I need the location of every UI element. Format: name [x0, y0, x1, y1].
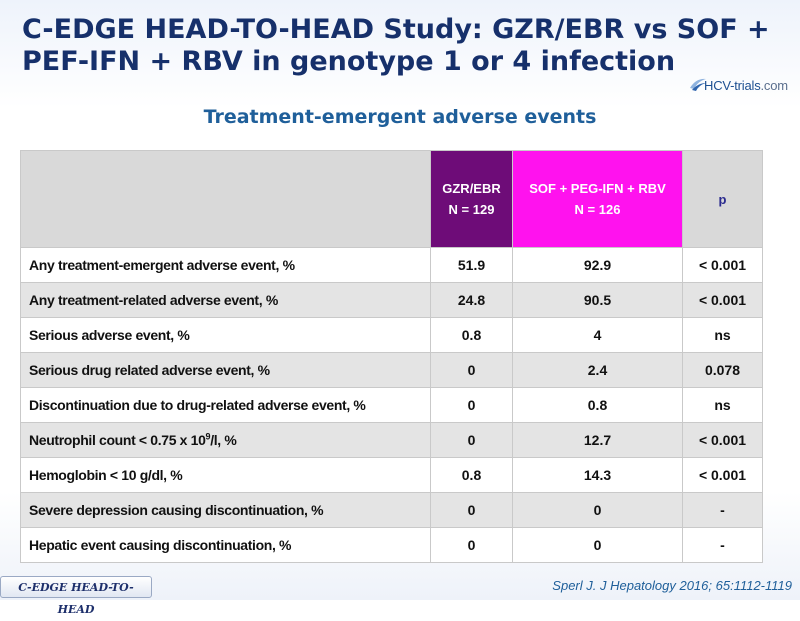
- row-label: Any treatment-related adverse event, %: [20, 282, 431, 318]
- header-gzr-ebr: GZR/EBR N = 129: [430, 150, 513, 248]
- gzr-value: 0: [430, 492, 513, 528]
- table-row: Neutrophil count < 0.75 x 109/l, % 0 12.…: [20, 422, 763, 458]
- row-label: Severe depression causing discontinuatio…: [20, 492, 431, 528]
- row-label: Hepatic event causing discontinuation, %: [20, 527, 431, 563]
- table-row: Hepatic event causing discontinuation, %…: [20, 527, 763, 563]
- p-value: ns: [682, 317, 763, 353]
- table-row: Discontinuation due to drug-related adve…: [20, 387, 763, 423]
- hcv-trials-logo: HCV-trials.com: [688, 74, 796, 98]
- sof-value: 2.4: [512, 352, 683, 388]
- table-row: Serious adverse event, % 0.8 4 ns: [20, 317, 763, 353]
- gzr-value: 51.9: [430, 247, 513, 283]
- sof-value: 14.3: [512, 457, 683, 493]
- p-value: -: [682, 492, 763, 528]
- gzr-value: 0.8: [430, 317, 513, 353]
- table-row: Severe depression causing discontinuatio…: [20, 492, 763, 528]
- logo-domain: .com: [760, 78, 789, 93]
- sof-value: 0: [512, 492, 683, 528]
- row-label: Hemoglobin < 10 g/dl, %: [20, 457, 431, 493]
- gzr-value: 0: [430, 352, 513, 388]
- table-header-row: GZR/EBR N = 129 SOF + PEG-IFN + RBV N = …: [20, 150, 763, 248]
- sof-value: 90.5: [512, 282, 683, 318]
- p-value: < 0.001: [682, 282, 763, 318]
- header-sof-name: SOF + PEG-IFN + RBV: [529, 181, 666, 196]
- sof-value: 92.9: [512, 247, 683, 283]
- adverse-events-table: GZR/EBR N = 129 SOF + PEG-IFN + RBV N = …: [20, 150, 763, 563]
- logo-brand: HCV-trials: [704, 78, 761, 93]
- citation-reference: Sperl J. J Hepatology 2016; 65:1112-1119: [552, 578, 792, 593]
- gzr-value: 0: [430, 387, 513, 423]
- table-row: Any treatment-emergent adverse event, % …: [20, 247, 763, 283]
- header-p-value: p: [682, 150, 763, 248]
- row-label: Any treatment-emergent adverse event, %: [20, 247, 431, 283]
- row-label: Serious adverse event, %: [20, 317, 431, 353]
- header-gzr-n: N = 129: [448, 202, 495, 217]
- gzr-value: 0.8: [430, 457, 513, 493]
- sof-value: 0: [512, 527, 683, 563]
- row-label: Neutrophil count < 0.75 x 109/l, %: [20, 422, 431, 458]
- p-value: < 0.001: [682, 457, 763, 493]
- p-value: -: [682, 527, 763, 563]
- sof-value: 4: [512, 317, 683, 353]
- logo-text: HCV-trials.com: [704, 78, 788, 93]
- row-label: Discontinuation due to drug-related adve…: [20, 387, 431, 423]
- header-gzr-name: GZR/EBR: [442, 181, 501, 196]
- p-value: 0.078: [682, 352, 763, 388]
- row-label-superscript: 9: [205, 431, 211, 442]
- row-label-suffix: /l, %: [210, 432, 237, 448]
- sof-value: 12.7: [512, 422, 683, 458]
- header-sof-n: N = 126: [574, 202, 621, 217]
- p-value: < 0.001: [682, 422, 763, 458]
- table-row: Any treatment-related adverse event, % 2…: [20, 282, 763, 318]
- table-row: Hemoglobin < 10 g/dl, % 0.8 14.3 < 0.001: [20, 457, 763, 493]
- row-label: Serious drug related adverse event, %: [20, 352, 431, 388]
- study-tab-label: C-EDGE HEAD-TO-HEAD: [0, 576, 152, 616]
- header-sof-peg-ifn-rbv: SOF + PEG-IFN + RBV N = 126: [512, 150, 683, 248]
- sof-value: 0.8: [512, 387, 683, 423]
- row-label-text: Neutrophil count < 0.75 x 10: [29, 432, 206, 448]
- gzr-value: 0: [430, 422, 513, 458]
- p-value: ns: [682, 387, 763, 423]
- swoosh-icon: [690, 78, 706, 91]
- p-value: < 0.001: [682, 247, 763, 283]
- header-blank-cell: [20, 150, 431, 248]
- slide-subtitle: Treatment-emergent adverse events: [203, 106, 597, 128]
- slide-title: C-EDGE HEAD-TO-HEAD Study: GZR/EBR vs SO…: [22, 14, 770, 77]
- table-row: Serious drug related adverse event, % 0 …: [20, 352, 763, 388]
- gzr-value: 24.8: [430, 282, 513, 318]
- gzr-value: 0: [430, 527, 513, 563]
